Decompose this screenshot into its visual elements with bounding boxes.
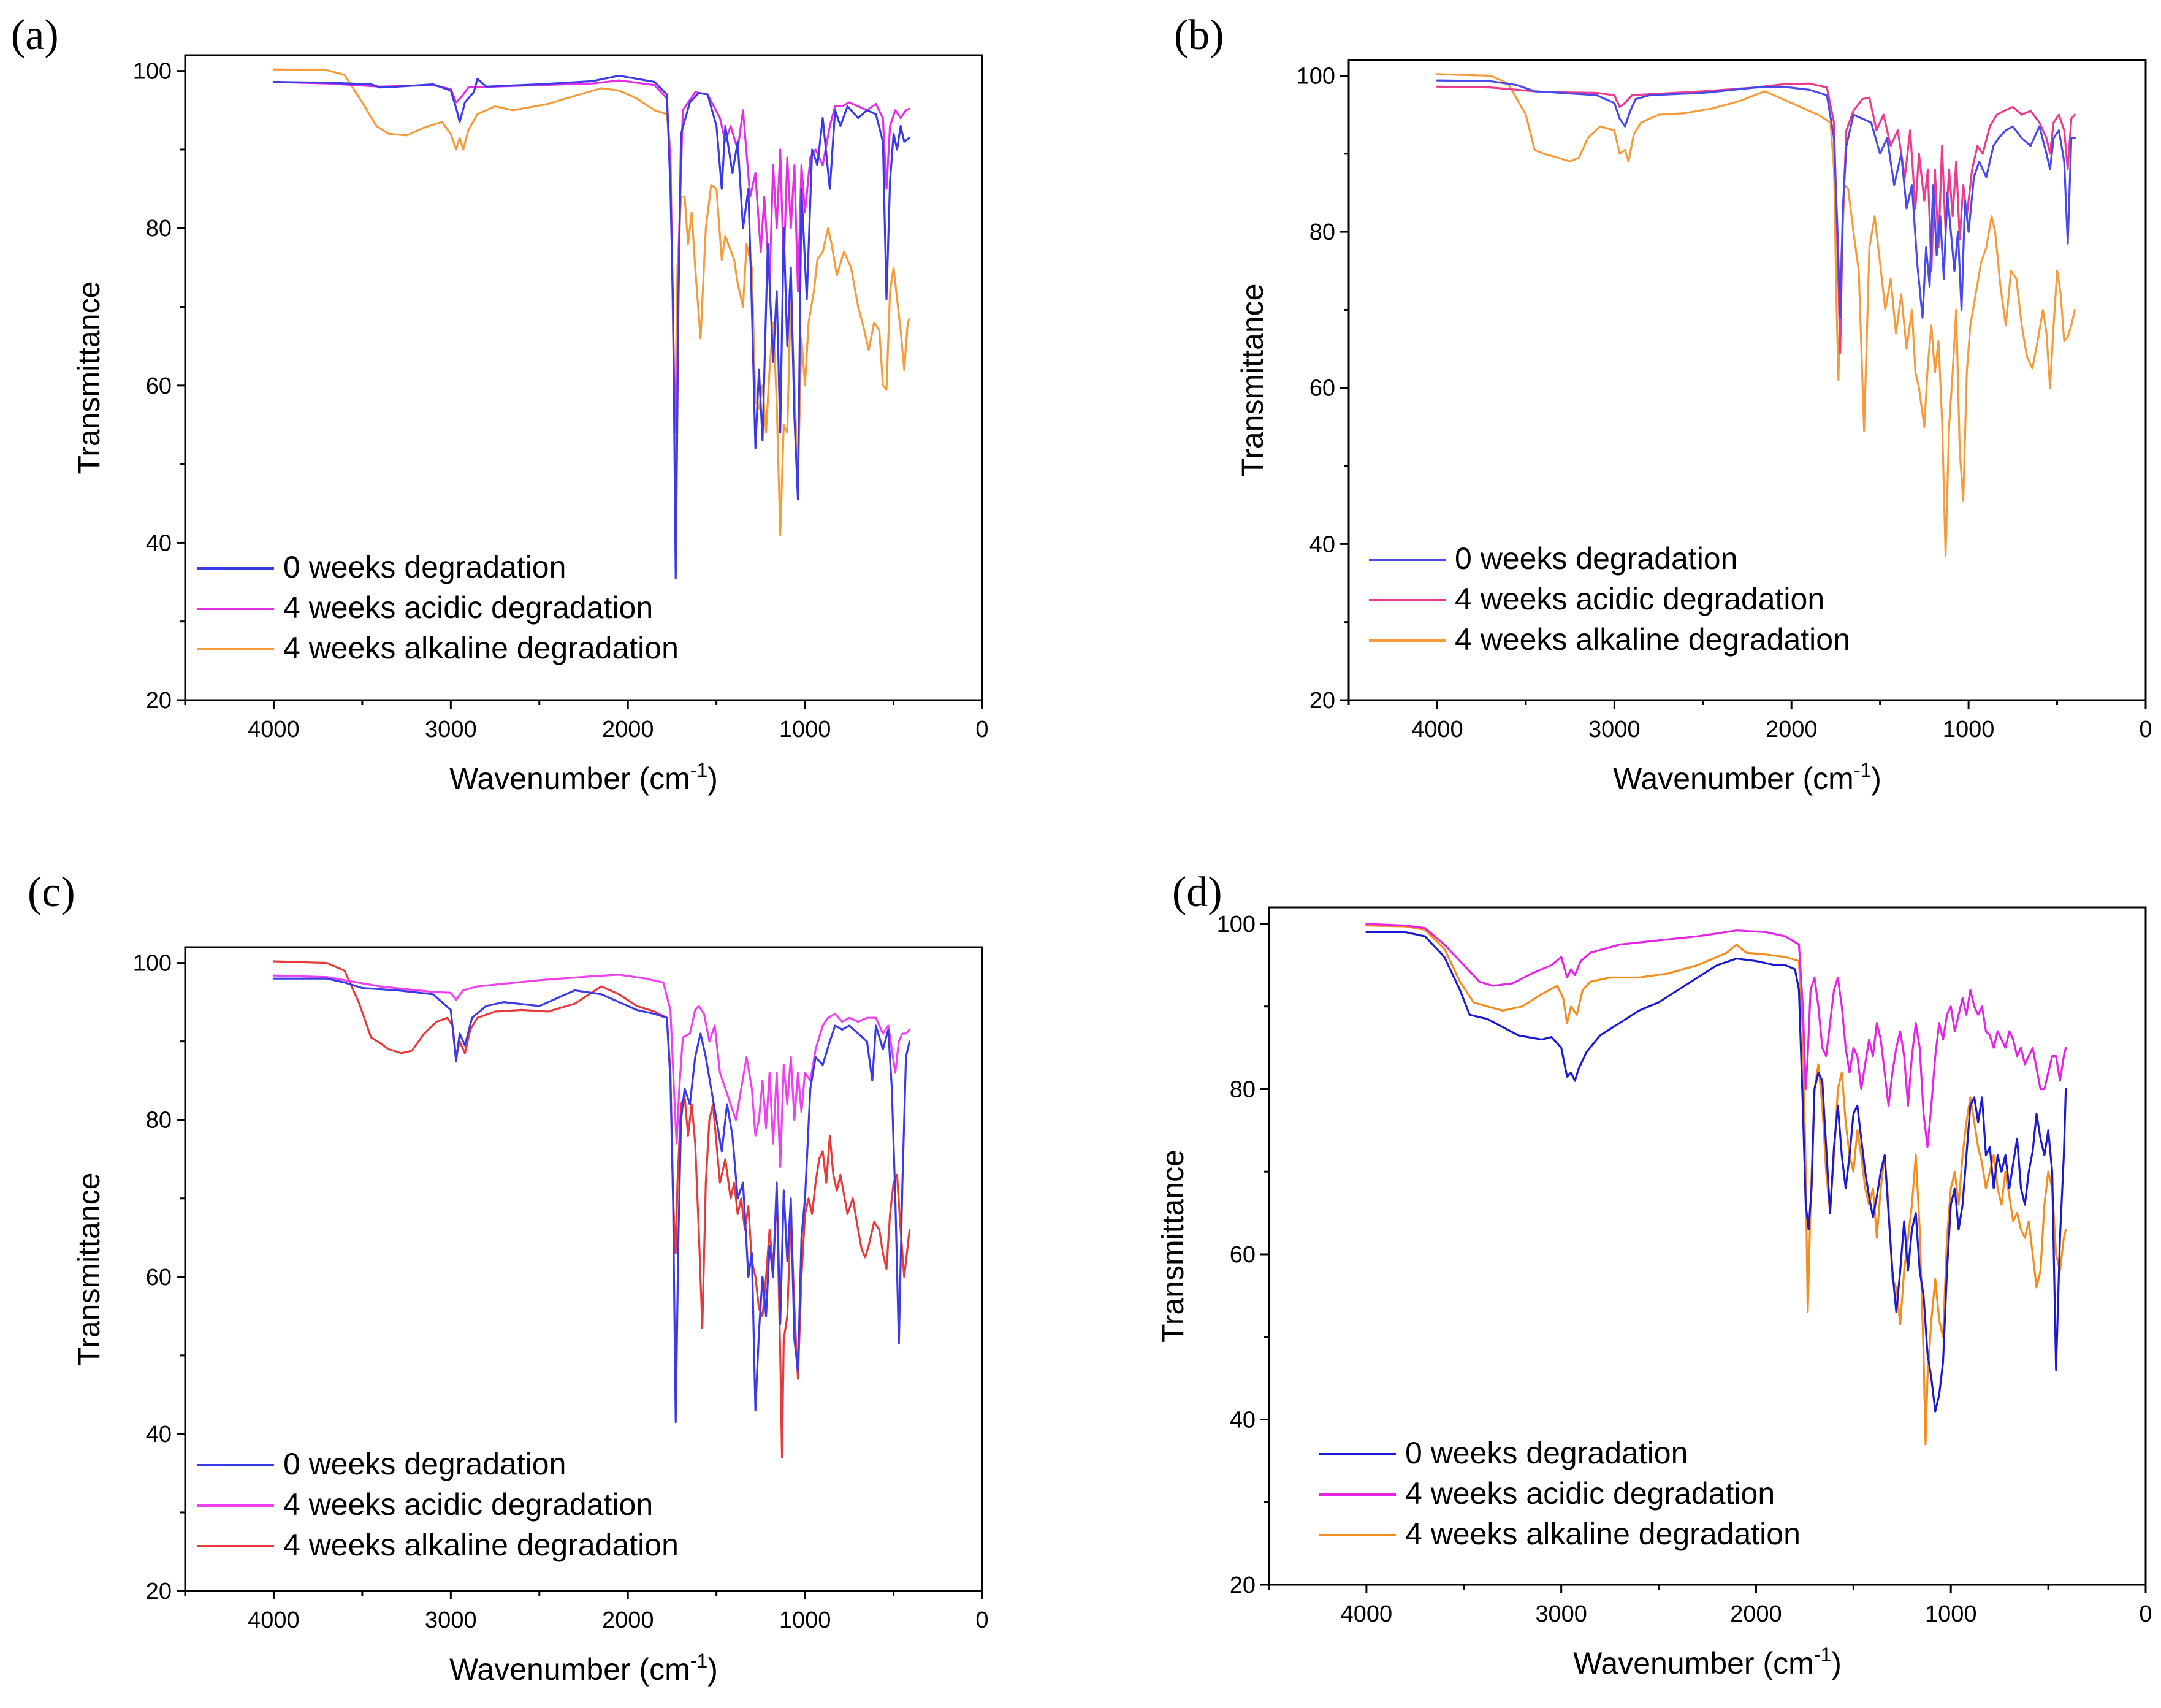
x-axis-title-superscript: -1 [1814, 1644, 1831, 1666]
y-tick-label: 40 [1230, 1407, 1256, 1433]
legend-label: 0 weeks degradation [283, 1447, 566, 1481]
x-tick-label: 1000 [1925, 1601, 1977, 1627]
chart-panel: (c) 4000 3000 2000 1000 0 20 40 60 80 100 Wavenumbe… [28, 869, 989, 1687]
x-tick-label: 2000 [602, 717, 654, 742]
chart-panel: (b) 4000 3000 2000 1000 0 20 40 60 80 100 Wavenumbe… [1174, 12, 2152, 796]
plot-frame [1268, 906, 2147, 1586]
x-tick-label: 2000 [1730, 1601, 1782, 1627]
chart-panel: (d) 4000 3000 2000 1000 0 20 40 60 80 100 Wavenumbe… [1156, 869, 2152, 1680]
legend-label: 4 weeks acidic degradation [1455, 582, 1824, 616]
legend-label: 0 weeks degradation [1455, 541, 1737, 576]
y-axis-title: Transmittance [72, 1173, 106, 1366]
legend-label: 4 weeks alkaline degradation [283, 1528, 679, 1562]
x-tick-label: 0 [975, 717, 988, 742]
plot-frame [184, 946, 983, 1592]
legend-label: 4 weeks alkaline degradation [1455, 622, 1850, 657]
y-tick-label: 60 [146, 1265, 172, 1291]
x-tick-label: 3000 [425, 1607, 477, 1633]
y-axis-title: Transmittance [72, 281, 106, 475]
x-axis-title-main: Wavenumber (cm [1573, 1646, 1814, 1680]
series-line-zero-weeks [1436, 79, 2076, 319]
x-tick-label: 0 [2139, 1601, 2152, 1627]
x-tick-label: 4000 [248, 717, 300, 742]
x-axis-title-superscript: -1 [1854, 759, 1871, 781]
series-line-acidic [1365, 923, 2067, 1148]
y-tick-label: 40 [1309, 532, 1335, 557]
x-axis-title: Wavenumber (cm-1) [449, 759, 718, 796]
y-tick-label: 20 [1230, 1573, 1256, 1598]
y-tick-label: 100 [1297, 63, 1335, 89]
x-axis-title-end: ) [707, 1652, 718, 1687]
x-axis-title-superscript: -1 [690, 759, 707, 781]
series-line-zero-weeks [272, 74, 911, 579]
chart-panel: (a) 4000 3000 2000 1000 0 20 40 60 80 100 Wavenumbe… [11, 12, 989, 796]
legend-label: 4 weeks acidic degradation [283, 1487, 653, 1522]
x-tick-label: 0 [975, 1607, 988, 1633]
y-tick-label: 80 [1230, 1077, 1256, 1102]
series-line-alkaline [272, 960, 911, 1458]
y-tick-label: 40 [146, 530, 172, 556]
x-tick-label: 3000 [1535, 1601, 1587, 1627]
y-tick-label: 100 [1217, 912, 1256, 937]
series-line-alkaline [1436, 73, 2076, 557]
series-line-zero-weeks [1365, 931, 2067, 1413]
y-tick-label: 40 [146, 1422, 172, 1447]
y-tick-label: 100 [133, 59, 172, 85]
x-tick-label: 0 [2139, 717, 2152, 742]
legend-label: 0 weeks degradation [283, 550, 566, 584]
series-line-alkaline [1365, 925, 2067, 1446]
x-axis-title-end: ) [707, 761, 718, 796]
x-tick-label: 2000 [1766, 717, 1818, 742]
series-line-acidic [272, 79, 911, 434]
x-axis-title: Wavenumber (cm-1) [449, 1650, 718, 1687]
y-tick-label: 20 [146, 1579, 172, 1604]
panel-label: (a) [11, 12, 59, 59]
x-axis-title: Wavenumber (cm-1) [1573, 1644, 1842, 1680]
plot-frame [184, 54, 983, 701]
y-axis-title: Transmittance [1235, 284, 1270, 477]
y-tick-label: 60 [1230, 1242, 1256, 1268]
x-axis-title-superscript: -1 [690, 1650, 707, 1672]
x-tick-label: 4000 [1341, 1601, 1393, 1627]
x-tick-label: 1000 [779, 1607, 831, 1633]
x-axis-title-main: Wavenumber (cm [449, 761, 690, 796]
y-tick-label: 60 [146, 373, 172, 399]
panel-label: (d) [1172, 869, 1222, 916]
y-tick-label: 20 [1309, 688, 1335, 714]
y-axis-title: Transmittance [1156, 1149, 1190, 1343]
legend-label: 4 weeks alkaline degradation [1405, 1517, 1801, 1551]
x-tick-label: 3000 [1588, 717, 1641, 742]
series-line-acidic [1436, 82, 2076, 354]
x-tick-label: 4000 [248, 1607, 300, 1633]
y-tick-label: 80 [146, 216, 172, 242]
x-tick-label: 1000 [779, 717, 831, 742]
y-tick-label: 80 [1309, 219, 1335, 245]
panel-label: (c) [28, 869, 75, 916]
x-axis-title-main: Wavenumber (cm [449, 1652, 690, 1687]
legend-label: 0 weeks degradation [1405, 1436, 1688, 1470]
y-tick-label: 20 [146, 688, 172, 714]
x-axis-title: Wavenumber (cm-1) [1613, 759, 1881, 796]
series-line-acidic [272, 974, 911, 1169]
x-axis-title-main: Wavenumber (cm [1613, 761, 1854, 796]
x-tick-label: 4000 [1411, 717, 1463, 742]
series-line-alkaline [272, 68, 911, 536]
x-axis-title-end: ) [1831, 1646, 1842, 1680]
x-tick-label: 1000 [1943, 717, 1995, 742]
y-tick-label: 100 [133, 951, 172, 977]
y-tick-label: 80 [146, 1108, 172, 1134]
x-tick-label: 2000 [602, 1607, 654, 1633]
plot-frame [1347, 59, 2147, 701]
x-axis-title-end: ) [1871, 761, 1881, 796]
y-tick-label: 60 [1309, 376, 1335, 402]
x-tick-label: 3000 [425, 717, 477, 742]
legend-label: 4 weeks acidic degradation [283, 590, 653, 625]
legend-label: 4 weeks alkaline degradation [283, 631, 679, 665]
panel-label: (b) [1174, 12, 1224, 59]
series-line-zero-weeks [272, 977, 911, 1424]
legend-label: 4 weeks acidic degradation [1405, 1476, 1775, 1511]
